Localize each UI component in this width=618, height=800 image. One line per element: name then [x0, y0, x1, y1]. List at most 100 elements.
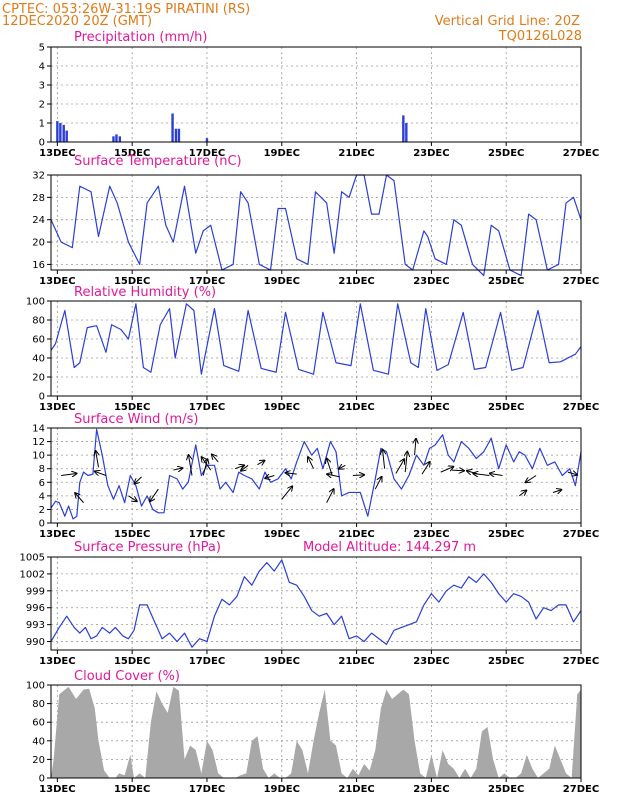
x-tick-label: 15DEC	[114, 656, 150, 667]
x-tick-label: 21DEC	[338, 784, 374, 795]
y-tick-label: 14	[32, 424, 45, 435]
panel-rh: 0 20 40 60 80 100 13DEC 15DEC 17DEC 19DEC 21DEC 23D…	[26, 285, 599, 413]
panel-pressure: 990 993 996 999 1002 1005 13DEC 15DEC 17DEC 19DEC…	[20, 540, 600, 667]
wind-arrow	[395, 459, 404, 474]
x-tick-label: 21DEC	[338, 148, 374, 159]
y-tick-label: 28	[32, 193, 45, 204]
panel-frame	[50, 300, 582, 397]
wind-arrow	[415, 439, 416, 456]
x-tick-label: 23DEC	[413, 784, 449, 795]
y-tick-label: 2	[39, 100, 45, 111]
precip-bar	[174, 128, 178, 142]
y-tick-label: 8	[39, 464, 45, 475]
x-tick-label: 17DEC	[189, 148, 225, 159]
panel-frame	[50, 427, 582, 524]
y-tick-label: 10	[32, 451, 45, 462]
y-tick-label: 3	[39, 81, 45, 92]
x-tick-label: 27DEC	[563, 402, 599, 413]
x-tick-label: 17DEC	[189, 784, 225, 795]
panel-frame	[50, 684, 582, 779]
x-tick-label: 19DEC	[264, 276, 300, 287]
panel-precip: 0 1 2 3 4 5 13DEC 15DEC 17DEC 19DEC 21DEC 23DEC 25DE…	[39, 30, 600, 159]
wind-arrow	[308, 457, 315, 469]
x-tick-label: 13DEC	[39, 656, 75, 667]
wind-arrow	[135, 476, 142, 484]
x-tick-label: 17DEC	[189, 276, 225, 287]
x-tick-label: 15DEC	[114, 529, 150, 540]
panel-cloud: 0 20 40 60 80 100 13DEC 15DEC 17DEC 19DEC 21DEC 23D…	[26, 669, 599, 795]
wind-arrow	[552, 490, 561, 493]
wind-arrow	[440, 467, 454, 473]
x-tick-label: 15DEC	[114, 148, 150, 159]
series-line-temp	[50, 174, 582, 277]
y-tick-label: 4	[39, 491, 45, 502]
y-tick-label: 990	[26, 637, 45, 648]
panel-wind: 0 2 4 6 8 10 12 14 13DEC 15DEC 17DEC 19DEC 21DEC 23DE…	[32, 412, 599, 540]
precip-bar	[402, 115, 405, 142]
y-tick-label: 20	[32, 755, 45, 766]
x-tick-label: 15DEC	[114, 784, 150, 795]
model-altitude-annotation: Model Altitude: 144.297 m	[303, 540, 476, 555]
y-tick-label: 1005	[20, 553, 45, 564]
x-tick-label: 25DEC	[488, 529, 524, 540]
y-tick-label: 20	[32, 373, 45, 384]
y-tick-label: 40	[32, 736, 45, 747]
wind-arrow	[473, 473, 490, 475]
y-tick-label: 0	[39, 392, 45, 403]
y-tick-label: 16	[32, 260, 45, 271]
wind-arrow	[326, 489, 334, 503]
wind-arrow	[490, 473, 503, 475]
x-tick-label: 25DEC	[488, 148, 524, 159]
x-tick-label: 13DEC	[39, 402, 75, 413]
x-tick-label: 19DEC	[264, 656, 300, 667]
wind-arrow	[96, 451, 99, 468]
precip-bar	[118, 136, 122, 142]
x-tick-label: 23DEC	[413, 276, 449, 287]
y-tick-label: 100	[26, 681, 45, 692]
wind-arrow	[234, 465, 244, 468]
precip-bar	[65, 130, 68, 142]
precip-bar	[62, 124, 65, 142]
y-tick-label: 4	[39, 62, 45, 73]
x-tick-label: 27DEC	[563, 148, 599, 159]
y-tick-label: 996	[26, 603, 45, 614]
wind-arrow	[451, 470, 464, 471]
x-tick-label: 13DEC	[39, 784, 75, 795]
x-tick-label: 25DEC	[488, 656, 524, 667]
y-tick-label: 100	[26, 297, 45, 308]
header: CPTEC: 053:26W-31:19S PIRATINI (RS) 12DE…	[2, 2, 582, 44]
panel-temp: 16 20 24 28 32 13DEC 15DEC 17DEC 19DEC 21DEC 23DEC…	[32, 154, 599, 287]
y-tick-label: 1002	[20, 569, 45, 580]
panel-frame	[50, 556, 582, 651]
y-tick-label: 40	[32, 354, 45, 365]
x-tick-label: 15DEC	[114, 402, 150, 413]
precip-bar	[405, 123, 408, 142]
y-tick-label: 12	[32, 437, 45, 448]
series-line-pressure	[50, 559, 582, 648]
x-tick-label: 25DEC	[488, 276, 524, 287]
x-tick-label: 23DEC	[413, 148, 449, 159]
x-tick-label: 21DEC	[338, 276, 374, 287]
header-grid-line: Vertical Grid Line: 20Z	[435, 14, 580, 29]
series-line-rh	[50, 303, 582, 375]
cloud-cover-area	[51, 686, 581, 778]
y-tick-label: 0	[39, 774, 45, 785]
y-tick-label: 60	[32, 718, 45, 729]
x-tick-label: 19DEC	[264, 148, 300, 159]
wind-arrow	[405, 452, 407, 473]
wind-arrow	[95, 471, 107, 476]
x-tick-label: 23DEC	[413, 529, 449, 540]
x-tick-label: 23DEC	[413, 656, 449, 667]
wind-arrow	[128, 495, 136, 501]
y-tick-label: 0	[39, 138, 45, 149]
wind-arrow	[286, 473, 297, 474]
x-tick-label: 17DEC	[189, 402, 225, 413]
panel-title: Surface Pressure (hPa)	[74, 540, 221, 555]
wind-arrow	[281, 486, 293, 500]
y-tick-label: 80	[32, 699, 45, 710]
wind-arrow	[374, 477, 381, 490]
wind-arrow	[241, 464, 249, 470]
x-tick-label: 21DEC	[338, 656, 374, 667]
wind-arrow	[352, 475, 364, 476]
x-tick-label: 23DEC	[413, 402, 449, 413]
